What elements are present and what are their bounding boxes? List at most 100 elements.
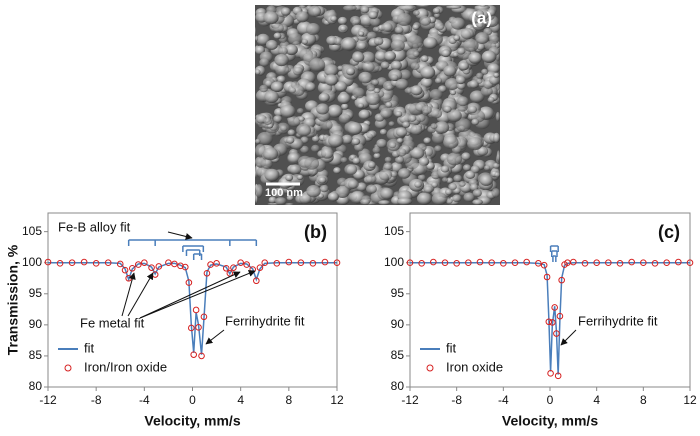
data-point — [500, 260, 507, 267]
legend-label: Iron oxide — [446, 359, 503, 374]
grain — [443, 105, 452, 113]
grain — [338, 113, 351, 124]
grain — [319, 184, 329, 193]
grain — [434, 22, 445, 31]
grain — [383, 162, 393, 171]
y-tick-label: 80 — [29, 379, 43, 393]
grains — [254, 5, 501, 206]
data-point — [116, 260, 124, 268]
y-tick-label: 95 — [29, 286, 43, 300]
data-point — [80, 258, 88, 266]
grain — [380, 61, 390, 70]
data-point — [547, 370, 554, 377]
grain — [395, 127, 408, 137]
grain — [412, 23, 420, 31]
grain — [306, 185, 321, 198]
grain — [306, 23, 321, 36]
grain — [365, 174, 377, 184]
data-point — [273, 260, 281, 267]
grain — [430, 108, 443, 119]
grain — [457, 96, 469, 107]
y-tick-label: 90 — [391, 317, 405, 331]
grain — [373, 87, 381, 94]
grain — [395, 156, 405, 164]
grain — [264, 90, 279, 104]
data-point — [321, 258, 329, 266]
grain — [343, 5, 357, 12]
grain — [344, 164, 358, 175]
data-point — [192, 306, 200, 314]
grain — [461, 152, 471, 161]
grain — [357, 103, 364, 109]
grain — [292, 66, 303, 76]
data-point — [593, 259, 600, 267]
grain — [272, 23, 284, 33]
grain — [416, 5, 431, 7]
grain — [477, 146, 489, 156]
grain — [494, 172, 501, 178]
data-point — [551, 304, 558, 311]
grain — [339, 25, 347, 32]
data-point — [297, 259, 305, 267]
grain — [327, 191, 339, 202]
grain — [390, 60, 402, 71]
data-point — [488, 259, 495, 267]
grain — [475, 32, 490, 44]
fit-line — [410, 261, 690, 375]
grain — [272, 187, 285, 199]
grain — [446, 5, 462, 10]
grain — [358, 31, 365, 37]
y-tick-label: 100 — [384, 255, 404, 269]
grain — [305, 82, 316, 92]
grain — [255, 184, 264, 198]
grain — [340, 37, 357, 51]
grain — [378, 169, 393, 181]
grain — [469, 90, 485, 103]
data-point — [195, 324, 202, 331]
grain — [465, 170, 476, 180]
x-tick-label: 12 — [330, 393, 344, 407]
grain — [493, 72, 500, 78]
grain — [469, 183, 479, 191]
grain — [358, 109, 371, 120]
grain — [448, 182, 457, 191]
legend-swatch — [64, 364, 72, 372]
annotation-arrow — [139, 271, 241, 319]
grain — [456, 47, 466, 55]
grain — [274, 197, 287, 205]
grain — [367, 161, 376, 169]
grain — [296, 174, 304, 180]
grain — [263, 117, 272, 126]
grain — [366, 93, 381, 106]
grain — [360, 5, 370, 14]
grain — [366, 84, 376, 92]
grain — [265, 39, 278, 51]
grain — [381, 22, 393, 33]
data-point — [465, 259, 472, 267]
grain — [352, 87, 365, 99]
grain — [291, 84, 305, 97]
grain — [384, 50, 396, 62]
grain — [295, 11, 309, 23]
data-point — [237, 259, 244, 267]
grain — [442, 177, 449, 183]
grain — [410, 62, 420, 71]
grain — [390, 170, 398, 178]
grain — [455, 75, 466, 85]
data-point — [285, 258, 293, 266]
grain — [324, 74, 339, 86]
grain — [328, 134, 344, 148]
annotation: Fe metal fit — [80, 315, 145, 330]
grain — [419, 15, 432, 26]
grain — [420, 77, 433, 88]
grain — [460, 27, 474, 40]
y-tick-label: 105 — [22, 224, 42, 238]
data-point — [207, 261, 214, 268]
grain — [352, 52, 365, 63]
data-point — [581, 260, 589, 267]
grain — [255, 27, 256, 36]
annotation-arrow — [560, 329, 577, 346]
data-point — [135, 261, 142, 268]
data-point — [198, 352, 205, 360]
grain — [447, 109, 462, 122]
